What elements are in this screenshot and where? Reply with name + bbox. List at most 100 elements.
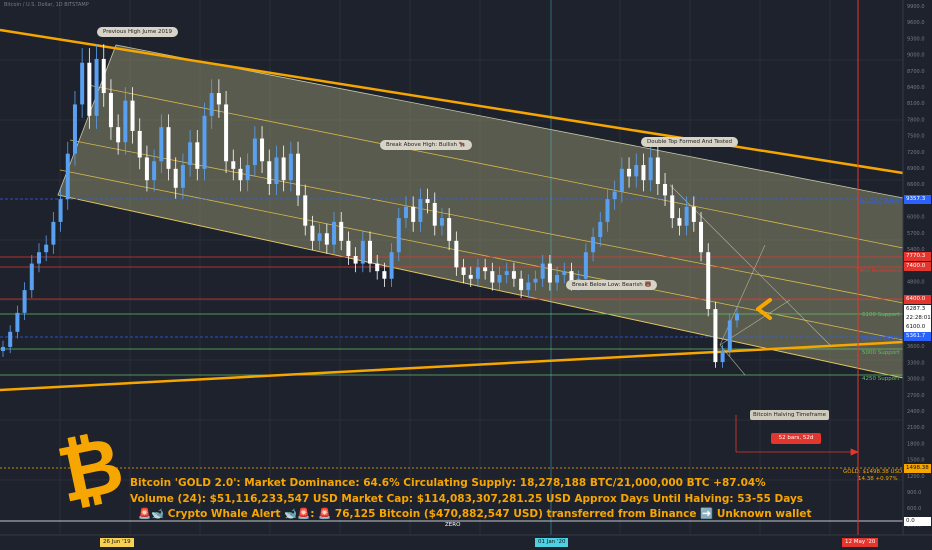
price-axis-tick: 3600.0 <box>907 344 925 350</box>
candle-body <box>663 184 668 196</box>
candle-body <box>418 199 423 222</box>
candle-body <box>245 165 250 181</box>
candle-body <box>439 218 444 226</box>
candle-body <box>180 165 185 188</box>
label-resistance: 7400 Resistance <box>856 268 902 274</box>
candle-body <box>655 157 660 184</box>
candle-body <box>216 93 221 105</box>
candle-body <box>310 225 315 241</box>
candle-body <box>475 267 480 279</box>
time-axis[interactable] <box>0 535 932 550</box>
candle-body <box>332 221 337 245</box>
orange-arrow-icon <box>756 298 772 320</box>
candle-body <box>432 202 437 226</box>
label-5000-support: 5000 Support <box>862 350 900 356</box>
candle-body <box>137 130 142 158</box>
price-axis-tick: 6000.0 <box>907 215 925 221</box>
candle-body <box>51 221 56 245</box>
candle-body <box>425 199 430 203</box>
candle-body <box>202 115 207 169</box>
price-tag-5361: 5361.7 <box>904 332 931 341</box>
candle-body <box>533 278 538 283</box>
candle-body <box>339 221 344 241</box>
candle-body <box>454 240 459 268</box>
price-axis-tick: 7800.0 <box>907 117 925 123</box>
candle-body <box>130 100 135 131</box>
candle-body <box>224 104 229 162</box>
candle-body <box>173 168 178 188</box>
candle-body <box>468 274 473 279</box>
candle-body <box>195 142 200 169</box>
price-axis[interactable] <box>903 0 932 550</box>
callout-break-below: Break Below Low: Bearish 🐻 <box>566 280 658 290</box>
price-axis-tick: 7500.0 <box>907 134 925 140</box>
channel-lines <box>57 84 904 379</box>
price-tag-9357: 9357.3 <box>904 195 931 204</box>
callout-break-above: Break Above High: Bullish 🐂 <box>380 140 472 150</box>
callout-previous-high: Previous High Jume 2019 <box>97 27 178 37</box>
candle-body <box>29 263 34 291</box>
candle-body <box>281 157 286 181</box>
price-axis-tick: 900.0 <box>907 490 921 496</box>
candle-body <box>713 309 718 363</box>
price-axis-tick: 6600.0 <box>907 182 925 188</box>
candle-body <box>274 157 279 184</box>
candle-body <box>598 221 603 238</box>
candle-body <box>591 237 596 253</box>
price-tag-current: 6287.3 <box>904 305 931 314</box>
candle-body <box>22 290 27 313</box>
halving-timeframe-label: Bitcoin Halving Timeframe <box>750 410 829 420</box>
candle-body <box>108 93 113 128</box>
candle-body <box>80 62 85 105</box>
bars-count-label: 52 bars, 52d <box>771 433 821 444</box>
candle-body <box>44 244 49 253</box>
candle-body <box>389 252 394 279</box>
price-axis-tick: 3000.0 <box>907 377 925 383</box>
label-4250-support: 4250 Support <box>862 376 900 382</box>
label-zero: ZERO <box>445 522 461 528</box>
candle-body <box>144 157 149 181</box>
candle-body <box>526 282 531 291</box>
price-axis-tick: 1200.0 <box>907 474 925 480</box>
stats-line-2: Volume (24): $51,116,233,547 USD Market … <box>130 492 804 505</box>
candle-body <box>504 271 509 275</box>
candle-body <box>209 93 214 116</box>
price-tag-6400: 6400.0 <box>904 295 931 304</box>
candle-body <box>511 271 516 279</box>
candle-body <box>490 271 495 283</box>
price-axis-tick: 9000.0 <box>907 53 925 59</box>
candle-body <box>152 161 157 181</box>
candle-body <box>252 138 257 166</box>
candle-body <box>497 274 502 283</box>
candle-body <box>461 267 466 275</box>
candle-body <box>691 206 696 222</box>
candle-body <box>605 199 610 222</box>
price-tag-zero: 0.0 <box>904 517 931 526</box>
candles <box>1 44 739 368</box>
candle-body <box>166 127 171 169</box>
candle-body <box>519 278 524 291</box>
price-tag-gold: 1498.38 <box>904 464 931 473</box>
price-axis-tick: 1800.0 <box>907 441 925 447</box>
svg-text:₿: ₿ <box>50 420 131 521</box>
price-axis-tick: 9600.0 <box>907 20 925 26</box>
candle-body <box>296 153 301 196</box>
candle-body <box>720 350 725 363</box>
candle-body <box>411 206 416 222</box>
candle-body <box>684 206 689 226</box>
candle-body <box>735 313 739 321</box>
candle-body <box>58 199 63 222</box>
price-axis-tick: 3300.0 <box>907 360 925 366</box>
price-axis-tick: 600.0 <box>907 506 921 512</box>
candle-body <box>159 127 164 162</box>
price-tag-7770: 7770.3 <box>904 252 931 261</box>
candle-body <box>483 267 488 272</box>
candle-body <box>612 191 617 200</box>
candle-body <box>36 252 41 264</box>
label-6100-support: 6100 Support <box>862 312 900 318</box>
candle-body <box>540 263 545 279</box>
candle-body <box>619 168 624 192</box>
price-axis-tick: 9900.0 <box>907 4 925 10</box>
candle-body <box>677 218 682 226</box>
